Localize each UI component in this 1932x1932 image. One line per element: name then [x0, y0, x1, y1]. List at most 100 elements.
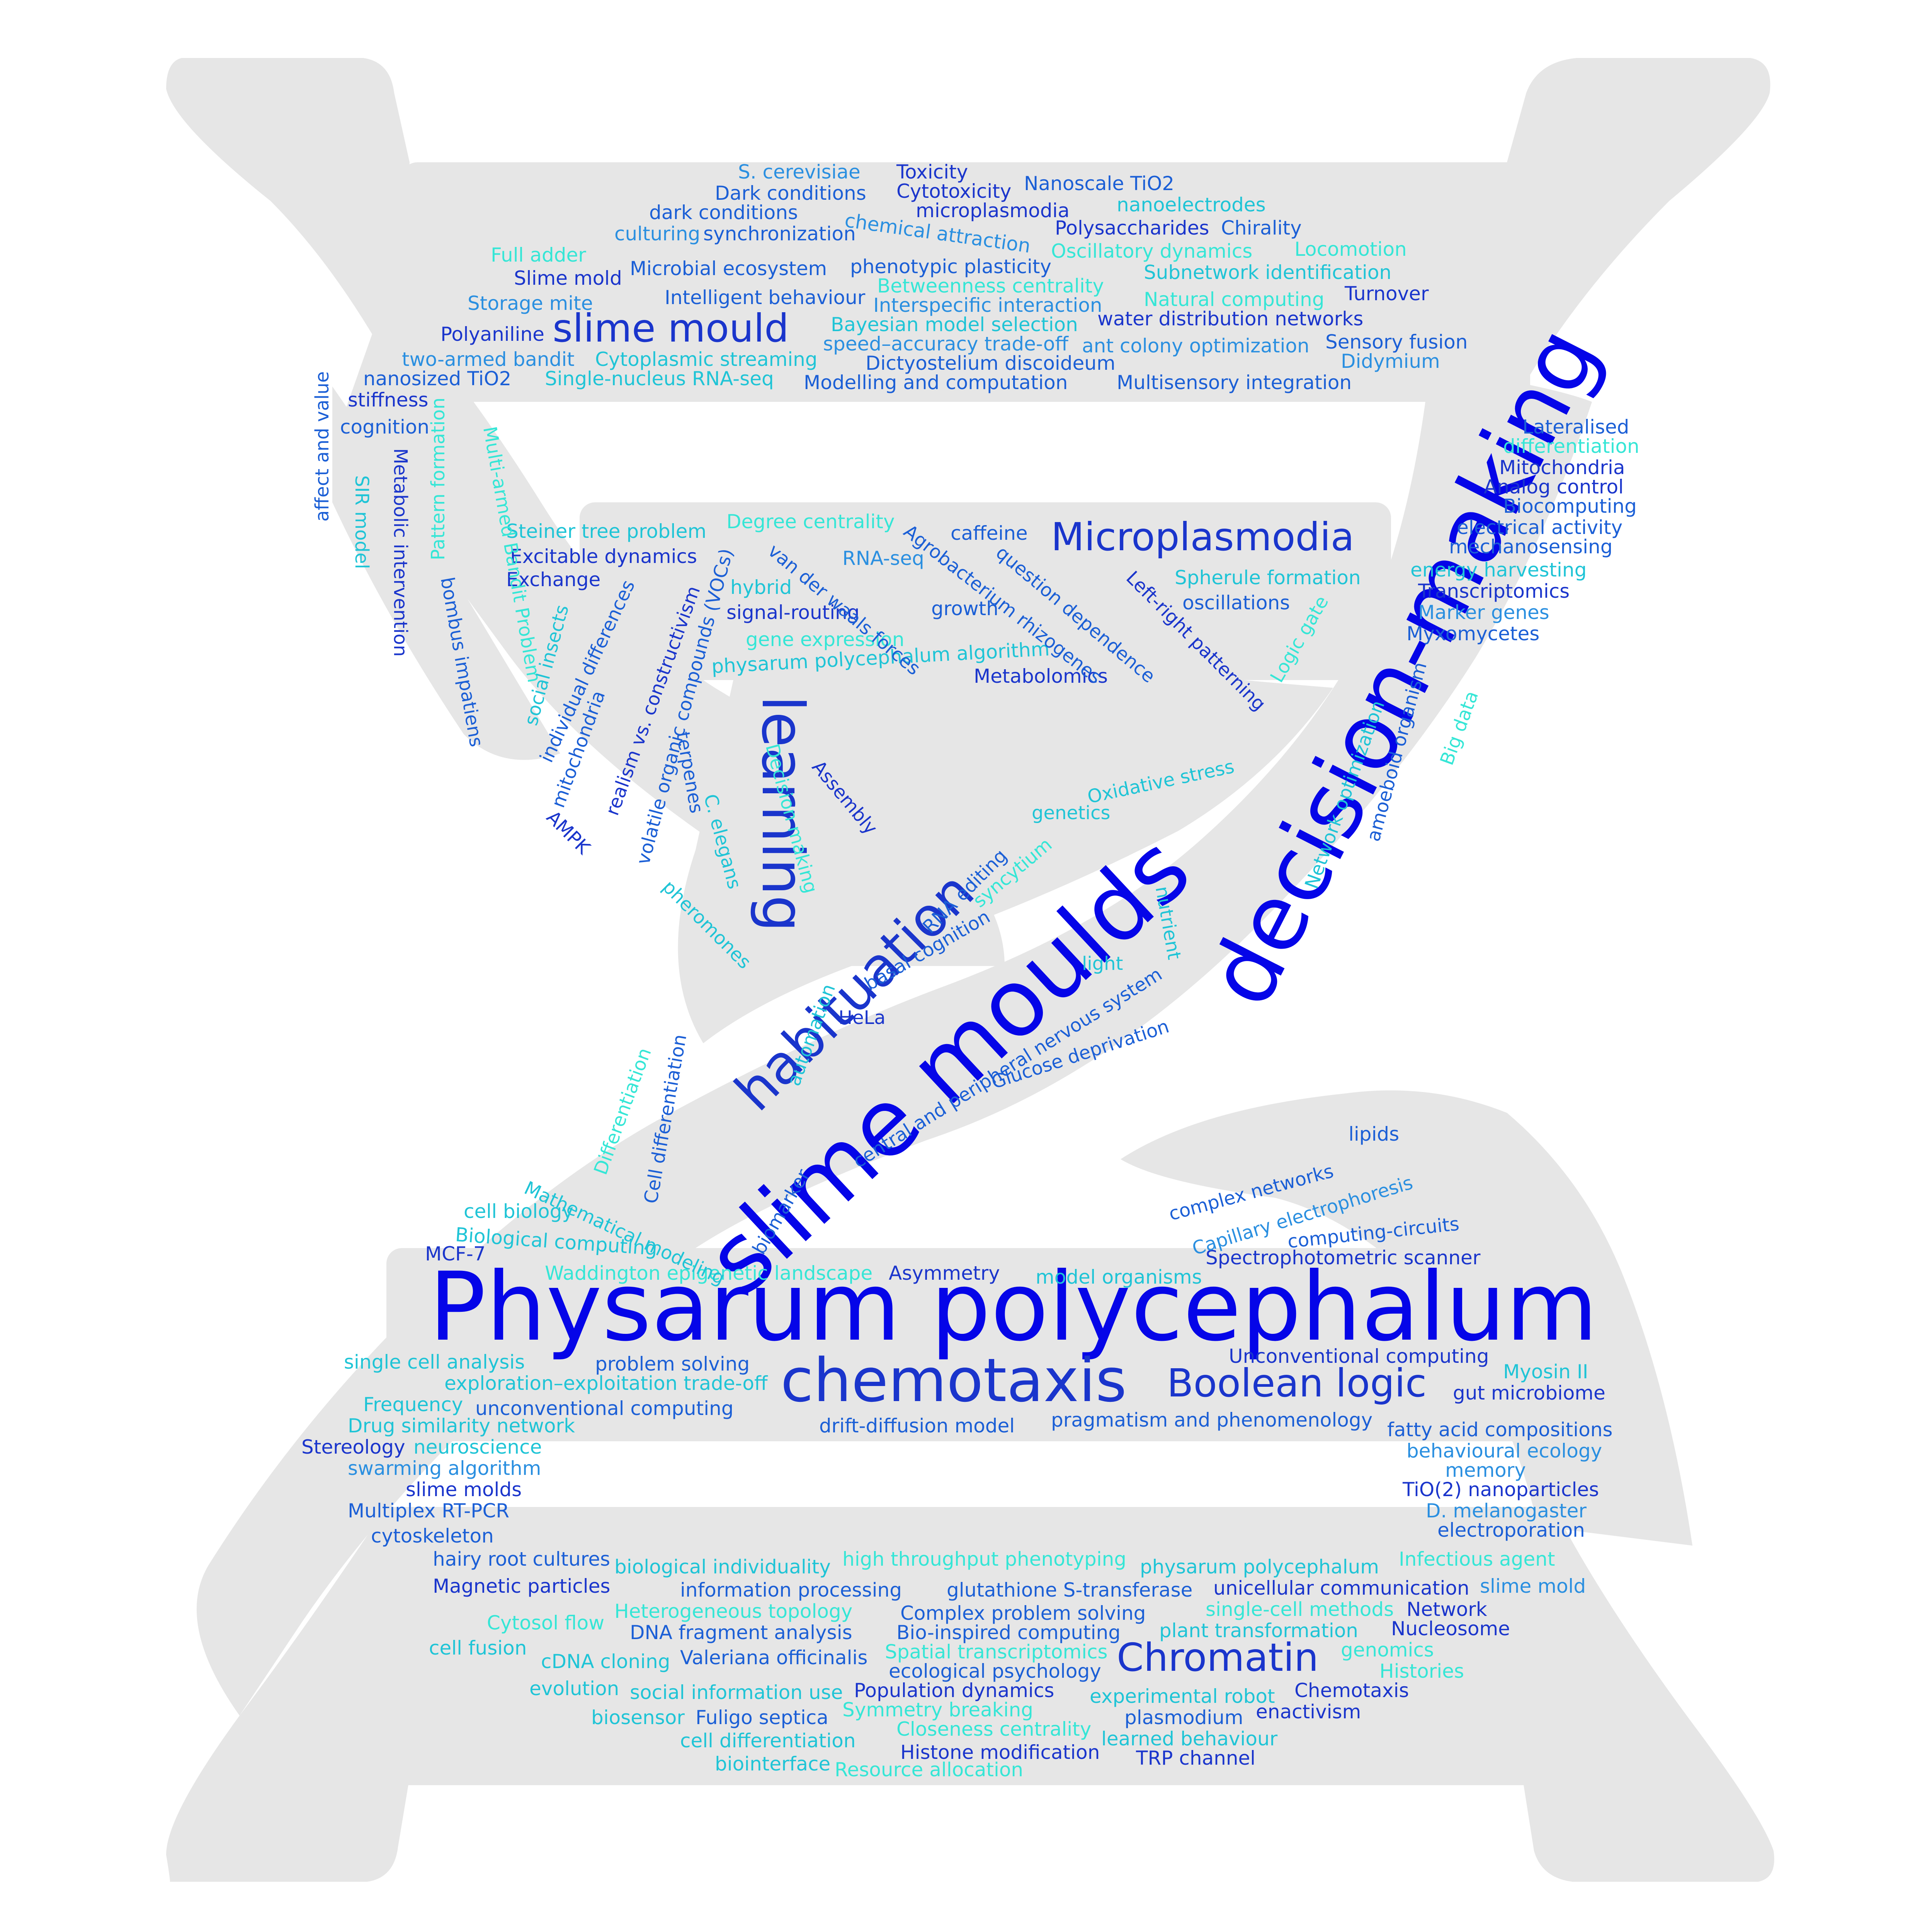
keyword: single-cell methods: [1206, 1598, 1394, 1621]
keyword: Valeriana officinalis: [680, 1646, 868, 1669]
keyword: Microplasmodia: [1051, 514, 1354, 560]
keyword: Pattern formation: [427, 397, 449, 560]
keyword: experimental robot: [1090, 1685, 1275, 1708]
keyword: information processing: [680, 1579, 902, 1601]
keyword: Myxomycetes: [1406, 622, 1540, 645]
keyword: DNA fragment analysis: [630, 1621, 852, 1644]
keyword: Population dynamics: [854, 1679, 1054, 1702]
keyword: Drug similarity network: [348, 1415, 575, 1437]
keyword: Fuligo septica: [696, 1706, 828, 1729]
keyword: pragmatism and phenomenology: [1051, 1409, 1373, 1431]
keyword: Chromatin: [1117, 1635, 1319, 1680]
keyword: Magnetic particles: [433, 1575, 611, 1597]
keyword: affect and value: [311, 371, 333, 522]
keyword: social information use: [630, 1681, 843, 1704]
keyword: Analog control: [1484, 476, 1624, 498]
keyword: dark conditions: [649, 201, 798, 224]
keyword: differentiation: [1503, 435, 1639, 457]
keyword: Histone modification: [900, 1741, 1100, 1764]
keyword: pheromones: [658, 876, 755, 973]
keyword: cell biology: [464, 1200, 573, 1223]
keyword: single cell analysis: [344, 1351, 525, 1373]
keyword: Histories: [1379, 1660, 1464, 1682]
keyword: Storage mite: [468, 292, 593, 315]
keyword: Slime mold: [514, 267, 622, 289]
keyword: unicellular communication: [1213, 1577, 1469, 1599]
keyword: Network: [1406, 1598, 1487, 1621]
keyword: Chirality: [1221, 217, 1302, 239]
keyword: TiO(2) nanoparticles: [1403, 1478, 1599, 1501]
keyword: Bayesian model selection: [831, 313, 1078, 336]
keyword: HeLa: [838, 1007, 886, 1029]
keyword: Degree centrality: [726, 510, 895, 533]
keyword: stiffness: [348, 389, 429, 411]
keyword: Dictyostelium discoideum: [866, 352, 1116, 374]
keyword: learned behaviour: [1101, 1728, 1278, 1750]
keyword: synchronization: [703, 223, 856, 245]
keyword: high throughput phenotyping: [842, 1548, 1127, 1570]
keyword: exploration–exploitation trade-off: [444, 1372, 768, 1395]
keyword: Left-right patterning: [1122, 567, 1270, 715]
keyword: hairy root cultures: [433, 1548, 611, 1570]
keyword: Spatial transcriptomics: [885, 1641, 1108, 1663]
keyword: Metabolomics: [974, 665, 1108, 687]
keyword: Physarum polycephalum: [429, 1252, 1598, 1362]
keyword: fatty acid compositions: [1387, 1418, 1613, 1441]
keyword: slime molds: [406, 1478, 522, 1501]
keyword: Excitable dynamics: [510, 545, 697, 568]
keyword: bombus impatiens: [436, 575, 488, 749]
keyword: Nucleosome: [1391, 1617, 1510, 1640]
keyword: enactivism: [1256, 1701, 1361, 1723]
keyword: Sensory fusion: [1325, 331, 1468, 353]
keyword: neuroscience: [413, 1436, 542, 1458]
keyword: gut microbiome: [1453, 1382, 1605, 1404]
keyword: Microbial ecosystem: [630, 257, 827, 280]
keyword: Modelling and computation: [804, 371, 1068, 394]
keyword: Polysaccharides: [1055, 217, 1209, 239]
keyword: RNA-seq: [842, 547, 924, 570]
keyword: C. elegans: [699, 791, 746, 891]
keyword: Didymium: [1341, 350, 1440, 372]
keyword: SIR model: [351, 475, 372, 569]
keyword: cell fusion: [429, 1637, 527, 1659]
keyword: energy harvesting: [1410, 559, 1587, 581]
keyword: plasmodium: [1124, 1706, 1243, 1729]
keyword: biological individuality: [614, 1556, 831, 1578]
keyword: Full adder: [491, 244, 586, 266]
keyword: cell differentiation: [680, 1730, 856, 1752]
keyword: Waddington epigenetic landscape: [545, 1262, 873, 1284]
keyword: Frequency: [363, 1393, 463, 1416]
keyword: drift-diffusion model: [819, 1415, 1015, 1437]
keyword: Boolean logic: [1167, 1361, 1427, 1406]
keyword: two-armed bandit: [402, 348, 575, 371]
keyword: gene expression: [746, 628, 905, 651]
keyword: caffeine: [951, 522, 1028, 544]
keyword: Assembly: [808, 756, 882, 839]
keyword: electroporation: [1437, 1519, 1585, 1541]
keyword: Locomotion: [1294, 238, 1407, 260]
keyword: AMPK: [542, 806, 595, 859]
keyword: genomics: [1341, 1639, 1434, 1661]
keyword: Polyaniline: [440, 323, 544, 345]
keyword: swarming algorithm: [348, 1457, 541, 1480]
keyword: Closeness centrality: [896, 1718, 1092, 1740]
keyword: behavioural ecology: [1406, 1440, 1602, 1462]
keyword: cytoskeleton: [371, 1525, 494, 1547]
keyword: Heterogeneous topology: [614, 1600, 853, 1622]
keyword: physarum polycephalum: [1140, 1556, 1379, 1578]
keyword: unconventional computing: [475, 1397, 734, 1420]
keyword: problem solving: [595, 1353, 750, 1375]
keyword: Infectious agent: [1399, 1548, 1555, 1570]
keyword: slime mold: [1480, 1575, 1586, 1597]
keyword: Interspecific interaction: [873, 294, 1102, 316]
keyword: Marker genes: [1418, 601, 1549, 624]
keyword: hybrid: [730, 576, 792, 599]
keyword: Transcriptomics: [1418, 580, 1570, 602]
keyword: Single-nucleus RNA-seq: [545, 367, 774, 390]
keyword: phenotypic plasticity: [850, 255, 1052, 278]
keyword: cDNA cloning: [541, 1650, 670, 1673]
keyword: Oxidative stress: [1085, 755, 1236, 808]
keyword: model organisms: [1036, 1266, 1202, 1288]
